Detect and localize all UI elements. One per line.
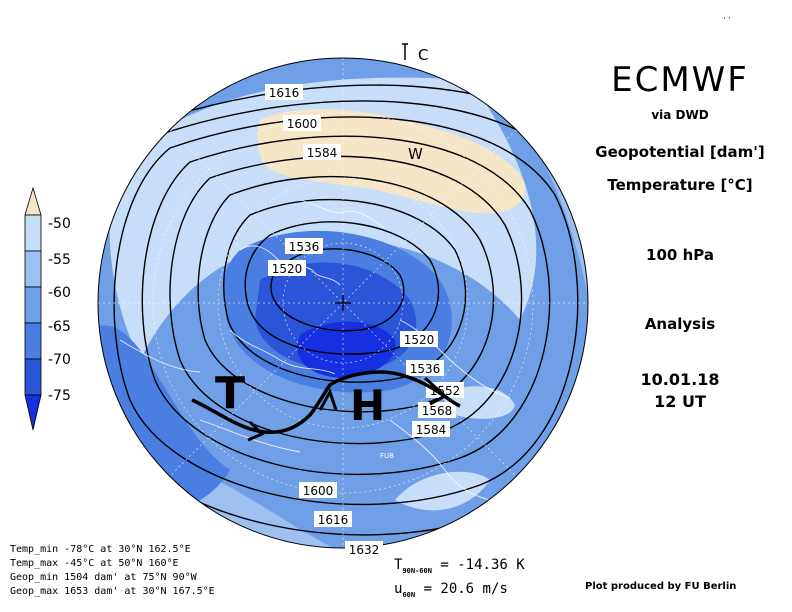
legend-box (24, 214, 42, 252)
contour-label: 1520 (272, 262, 303, 276)
analysis-label: Analysis (644, 315, 716, 333)
contour-label: 1616 (269, 86, 300, 100)
temperature-index: T90N-60N = -14.36 K (394, 556, 525, 580)
temperature-index-value: = -14.36 K (440, 557, 525, 573)
top-mark (402, 43, 408, 60)
contour-label: 1616 (318, 513, 349, 527)
contour-label: 1536 (289, 240, 320, 254)
temperature-index-symbol: T (394, 557, 403, 573)
fub-label: FUB (380, 452, 394, 460)
cold-centre-label: C (418, 46, 428, 64)
temperature-index-subscript: 90N-60N (402, 566, 432, 575)
hand-annotations: T H (191, 368, 461, 442)
wind-index-value: = 20.6 m/s (423, 580, 508, 597)
legend-label: -75 (48, 388, 71, 404)
contour-label: 1520 (404, 333, 435, 347)
pressure-level: 100 hPa (646, 246, 714, 264)
field-statistics: Temp_min -78°C at 30°N 162.5°E Temp_max … (10, 543, 215, 599)
valid-date: 10.01.18 (640, 370, 720, 389)
hand-low-T: T (215, 368, 245, 419)
hand-arrowhead-tail (247, 420, 265, 442)
source-subtitle: via DWD (651, 108, 709, 122)
model-title: ECMWF (611, 60, 749, 100)
valid-time: 12 UT (654, 392, 706, 411)
wind-index-symbol: u (394, 580, 403, 597)
legend-label: -50 (48, 216, 71, 232)
legend-cap-top (24, 186, 42, 216)
hand-high-H: H (350, 381, 385, 430)
variable-geopotential: Geopotential [dam'] (595, 143, 765, 161)
geop-min-stat: Geop_min 1504 dam' at 75°N 90°W (10, 572, 197, 583)
temp-max-stat: Temp_max -45°C at 50°N 160°E (10, 558, 179, 569)
coastlines (119, 199, 511, 501)
legend-box (24, 322, 42, 360)
contour-label: 1584 (416, 423, 447, 437)
legend-cap-bottom (24, 394, 42, 431)
map-border (97, 57, 589, 549)
legend-label: -65 (48, 319, 71, 335)
hand-arrowhead-left (318, 388, 338, 411)
wind-index: u60N = 20.6 m/s (394, 580, 525, 604)
hand-arrowhead-right (423, 376, 448, 406)
contour-label: 1600 (303, 484, 334, 498)
temperature-field (98, 58, 588, 548)
contour-labels: 1616 1600 1584 1536 1520 1520 1536 1552 … (265, 84, 464, 557)
warm-centre-label: W (408, 145, 423, 163)
variable-temperature: Temperature [°C] (607, 176, 753, 194)
contour-label: 1536 (410, 362, 441, 376)
wind-index-subscript: 60N (402, 590, 416, 599)
legend-box (24, 250, 42, 288)
contour-label: 1568 (422, 404, 453, 418)
legend-box (24, 358, 42, 396)
pole-marker (335, 295, 351, 311)
contour-label: 1632 (349, 543, 380, 557)
plot-credit: Plot produced by FU Berlin (585, 581, 737, 592)
color-legend: -50 -55 -60 -65 -70 -75 (24, 186, 71, 431)
corner-mark: ˙˙ (722, 17, 732, 28)
legend-label: -55 (48, 252, 71, 268)
contour-label: 1584 (307, 146, 338, 160)
contour-label: 1600 (287, 117, 318, 131)
temp-min-stat: Temp_min -78°C at 30°N 162.5°E (10, 544, 191, 555)
legend-label: -70 (48, 352, 71, 368)
legend-label: -60 (48, 285, 71, 301)
index-values: T90N-60N = -14.36 K u60N = 20.6 m/s (394, 556, 525, 604)
geop-max-stat: Geop_max 1653 dam' at 30°N 167.5°E (10, 586, 215, 597)
legend-box (24, 286, 42, 324)
